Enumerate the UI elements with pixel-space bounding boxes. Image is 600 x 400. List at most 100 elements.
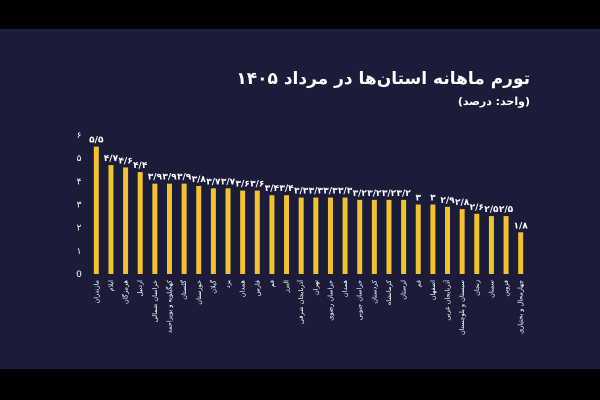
bar	[254, 190, 260, 274]
data-label: ۳/۲	[353, 189, 368, 199]
category-label: فارس	[253, 280, 261, 296]
data-label: ۳/۲	[396, 189, 411, 199]
data-label: ۳/۲	[382, 189, 397, 199]
chart-panel: تورم ماهانه استان‌ها در مرداد ۱۴۰۵ (واحد…	[0, 29, 600, 369]
category-label: قم	[414, 280, 422, 287]
category-label: قزوین	[502, 280, 510, 297]
data-label: ۲/۵	[484, 205, 499, 215]
bar	[137, 172, 143, 274]
category-label: ایلام	[107, 280, 115, 292]
y-tick-label: ۲	[77, 224, 82, 234]
data-label: ۳/۸	[192, 175, 207, 185]
bar	[386, 199, 392, 274]
data-label: ۴/۷	[104, 154, 119, 164]
data-label: ۱/۸	[514, 221, 529, 231]
category-label: خراسان جنوبی	[356, 280, 364, 320]
y-tick-label: ۱	[77, 247, 82, 257]
data-label: ۳/۲	[367, 189, 382, 199]
bar	[503, 216, 509, 274]
category-label: کرمانشاه	[385, 279, 393, 305]
data-label: ۳/۶	[250, 180, 264, 190]
data-label: ۲/۵	[499, 205, 514, 215]
category-label: آذربایجان غربی	[443, 279, 452, 321]
bar	[371, 199, 377, 274]
bar	[342, 197, 348, 274]
bar	[210, 188, 216, 274]
bar	[430, 204, 436, 274]
category-label: مازندران	[92, 280, 100, 304]
y-tick-label: ۶	[77, 131, 82, 141]
y-tick-label: ۳	[77, 201, 82, 211]
bar	[108, 165, 114, 274]
data-label: ۳/۳	[294, 187, 309, 197]
data-label: ۴/۶	[118, 156, 132, 166]
bar	[93, 146, 99, 274]
bar	[474, 213, 480, 274]
data-label: ۳/۹	[162, 173, 177, 183]
category-label: گیلان	[209, 279, 217, 294]
category-label: سیستان و بلوچستان	[458, 280, 466, 335]
y-tick-label: ۵	[77, 154, 82, 164]
category-label: لرستان	[400, 280, 408, 300]
y-tick-label: ۴	[77, 177, 82, 187]
bar	[357, 199, 363, 274]
chart-subtitle: (واحد: درصد)	[457, 95, 530, 108]
data-label: ۳/۶	[236, 180, 250, 190]
data-label: ۳/۳	[309, 187, 324, 197]
data-label: ۲/۸	[455, 198, 470, 208]
category-label: یزد	[224, 280, 232, 288]
category-label: قم	[268, 280, 276, 287]
category-label: کردستان	[370, 279, 378, 304]
bar	[415, 204, 421, 274]
bar	[181, 183, 187, 274]
category-label: همدان	[341, 279, 349, 297]
y-tick-label: 0	[76, 270, 82, 280]
chart-title: تورم ماهانه استان‌ها در مرداد ۱۴۰۵	[236, 69, 530, 89]
bar	[313, 197, 319, 274]
bar	[284, 195, 290, 274]
data-label: ۳/۴	[279, 184, 294, 194]
bar	[166, 183, 172, 274]
data-label: ۳	[416, 194, 422, 204]
bar	[269, 195, 275, 274]
data-label: ۳/۳	[323, 187, 338, 197]
category-label: هرمزگان	[122, 279, 130, 304]
data-label: ۲/۹	[440, 196, 455, 206]
category-label: زنجان	[473, 280, 481, 296]
bar	[196, 185, 202, 274]
bar	[327, 197, 333, 274]
category-label: گلستان	[180, 279, 188, 300]
category-label: اردبیل	[136, 280, 144, 297]
bar	[123, 167, 129, 274]
data-label: ۳	[430, 194, 436, 204]
category-label: خراسان شمالی	[151, 280, 159, 322]
category-label: چهارمحال و بختیاری	[517, 280, 525, 334]
bar	[298, 197, 304, 274]
data-label: ۳/۷	[206, 177, 221, 187]
bar	[518, 232, 524, 274]
data-label: ۳/۴	[265, 184, 280, 194]
data-label: ۲/۶	[470, 203, 484, 213]
bar-chart: 0 ۱ ۲ ۳ ۴ ۵ ۶ ۵/۵ مازندران ۴/۷ ایلام ۴/۶ هرمزگان ۴/۴ ا…	[76, 131, 529, 335]
bar	[459, 209, 465, 274]
category-label: کهگیلویه و بویراحمد	[165, 279, 173, 333]
category-label: همدان	[239, 279, 247, 297]
category-label: البرز	[283, 280, 291, 294]
data-label: ۳/۷	[221, 177, 236, 187]
bar	[240, 190, 246, 274]
bar	[225, 188, 231, 274]
bar	[488, 216, 494, 274]
category-label: سمنان	[487, 280, 495, 298]
data-label: ۳/۳	[338, 187, 353, 197]
data-label: ۵/۵	[89, 136, 104, 146]
data-label: ۳/۹	[148, 173, 163, 183]
bar	[445, 206, 451, 274]
category-label: تهران	[312, 280, 320, 295]
data-label: ۴/۴	[133, 161, 148, 171]
category-label: اصفهان	[429, 280, 437, 301]
category-label: خراسان رضوی	[326, 280, 334, 321]
category-label: آذربایجان شرقی	[296, 279, 305, 324]
bar	[152, 183, 158, 274]
data-label: ۳/۹	[177, 173, 192, 183]
category-label: خوزستان	[195, 280, 203, 305]
